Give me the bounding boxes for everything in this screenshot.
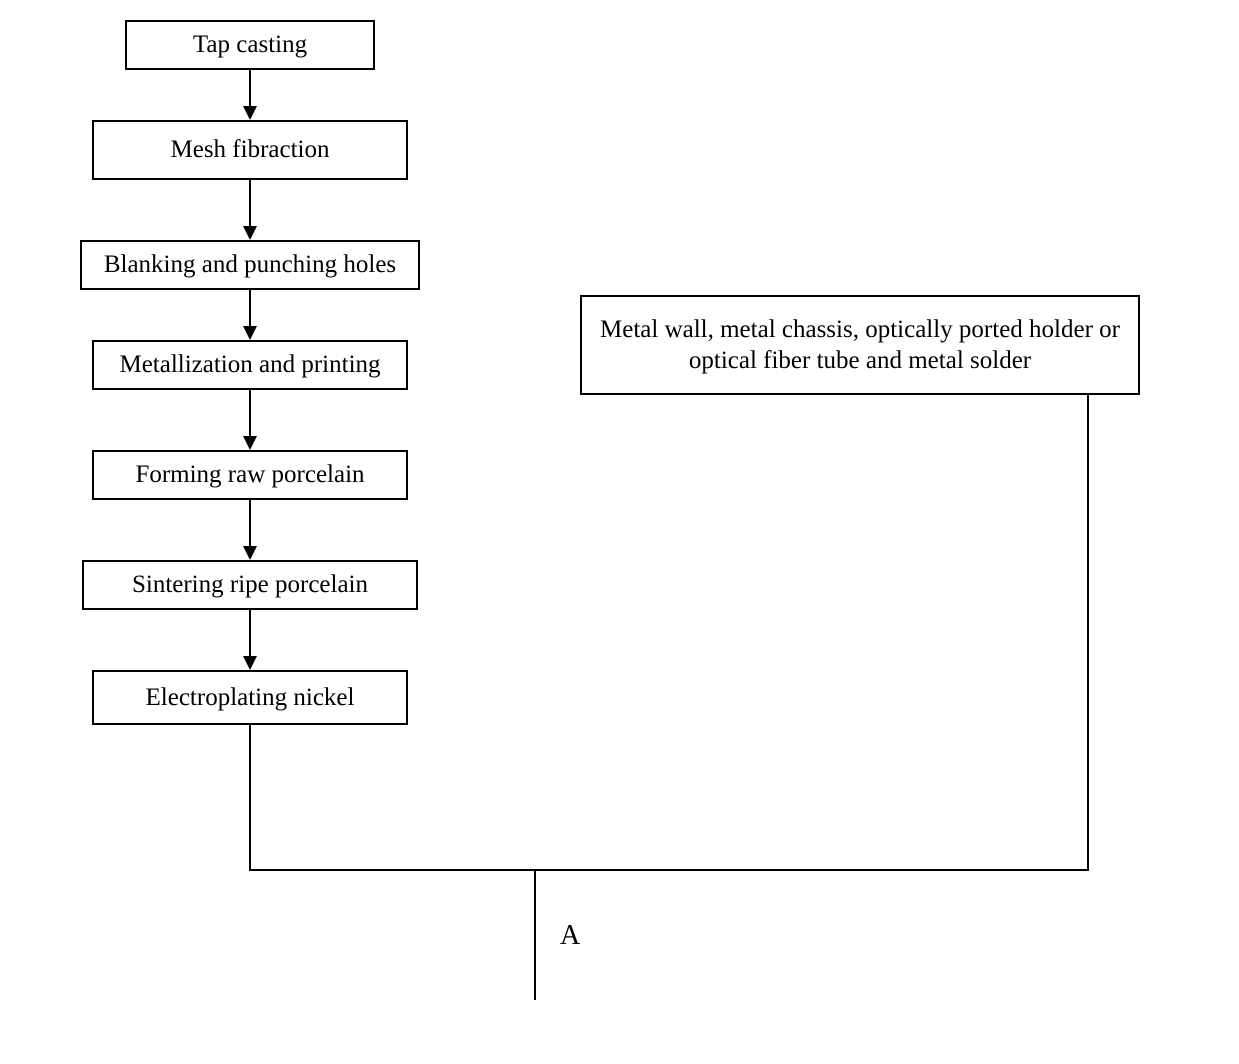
arrow-n3-n4 bbox=[240, 290, 260, 340]
arrow-n5-n6 bbox=[240, 500, 260, 560]
arrow-n1-n2 bbox=[240, 70, 260, 120]
process-label: Sintering ripe porcelain bbox=[132, 569, 368, 600]
process-box-electroplating-nickel: Electroplating nickel bbox=[92, 670, 408, 725]
process-box-sintering-ripe-porcelain: Sintering ripe porcelain bbox=[82, 560, 418, 610]
process-box-metallization-printing: Metallization and printing bbox=[92, 340, 408, 390]
process-label: Metal wall, metal chassis, optically por… bbox=[592, 314, 1128, 377]
process-label: Mesh fibraction bbox=[171, 134, 330, 165]
process-box-tap-casting: Tap casting bbox=[125, 20, 375, 70]
connector-horizontal bbox=[249, 869, 1089, 871]
arrow-n4-n5 bbox=[240, 390, 260, 450]
connector-right-drop bbox=[1087, 395, 1089, 870]
process-label: Electroplating nickel bbox=[146, 682, 355, 713]
process-box-metal-wall: Metal wall, metal chassis, optically por… bbox=[580, 295, 1140, 395]
connector-left-drop bbox=[249, 725, 251, 870]
process-label: Blanking and punching holes bbox=[104, 249, 396, 280]
connector-center-drop bbox=[534, 869, 536, 1000]
flowchart-container: Tap casting Mesh fibraction Blanking and… bbox=[0, 0, 1239, 1064]
arrow-n2-n3 bbox=[240, 180, 260, 240]
arrow-n6-n7 bbox=[240, 610, 260, 670]
process-box-blanking-punching: Blanking and punching holes bbox=[80, 240, 420, 290]
process-box-mesh-fibraction: Mesh fibraction bbox=[92, 120, 408, 180]
process-label: Tap casting bbox=[193, 29, 307, 60]
process-label: Forming raw porcelain bbox=[135, 459, 364, 490]
process-box-forming-raw-porcelain: Forming raw porcelain bbox=[92, 450, 408, 500]
merge-label-text: A bbox=[560, 920, 580, 951]
merge-label-a: A bbox=[560, 920, 580, 952]
process-label: Metallization and printing bbox=[119, 349, 380, 380]
